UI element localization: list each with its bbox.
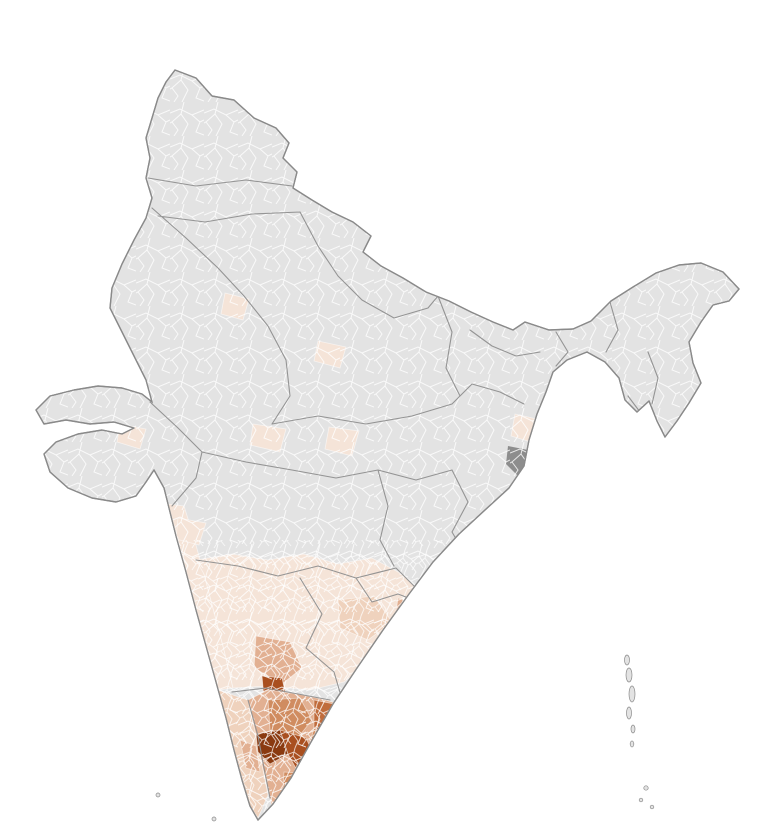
island[interactable] [649, 804, 655, 810]
island[interactable] [155, 792, 161, 798]
island[interactable] [628, 685, 636, 703]
island[interactable] [629, 740, 635, 748]
island[interactable] [626, 706, 632, 720]
island[interactable] [638, 797, 644, 803]
andaman-nicobar-islands[interactable] [624, 654, 655, 810]
island[interactable] [625, 667, 633, 683]
lakshadweep-islands[interactable] [155, 792, 217, 822]
island[interactable] [630, 724, 636, 734]
island[interactable] [624, 654, 630, 666]
island[interactable] [211, 816, 217, 822]
country-outline [35, 69, 740, 821]
island[interactable] [643, 785, 649, 791]
